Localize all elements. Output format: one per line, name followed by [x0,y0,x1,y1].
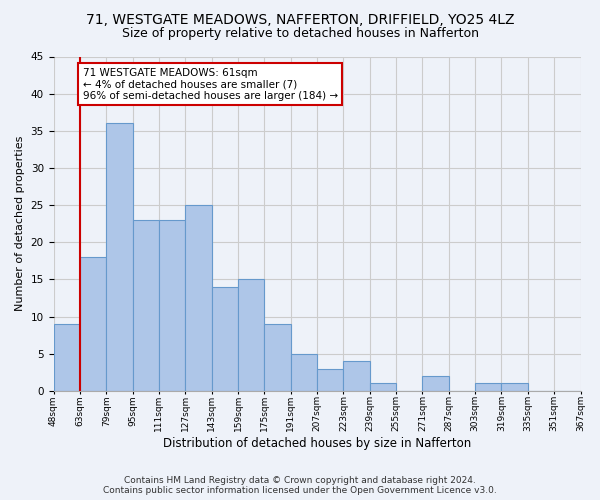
Bar [133,220,159,391]
Bar [265,324,290,391]
Bar [159,220,185,391]
Text: 71 WESTGATE MEADOWS: 61sqm
← 4% of detached houses are smaller (7)
96% of semi-d: 71 WESTGATE MEADOWS: 61sqm ← 4% of detac… [83,68,338,101]
Text: Contains HM Land Registry data © Crown copyright and database right 2024.
Contai: Contains HM Land Registry data © Crown c… [103,476,497,495]
Bar [53,324,80,391]
Bar [106,124,133,391]
Text: 71, WESTGATE MEADOWS, NAFFERTON, DRIFFIELD, YO25 4LZ: 71, WESTGATE MEADOWS, NAFFERTON, DRIFFIE… [86,12,514,26]
Bar [185,205,212,391]
Y-axis label: Number of detached properties: Number of detached properties [15,136,25,312]
Bar [502,384,528,391]
Bar [212,287,238,391]
Bar [475,384,502,391]
Bar [238,280,265,391]
Bar [317,368,343,391]
X-axis label: Distribution of detached houses by size in Nafferton: Distribution of detached houses by size … [163,437,471,450]
Text: Size of property relative to detached houses in Nafferton: Size of property relative to detached ho… [121,28,479,40]
Bar [343,361,370,391]
Bar [422,376,449,391]
Bar [80,257,106,391]
Bar [370,384,396,391]
Bar [290,354,317,391]
